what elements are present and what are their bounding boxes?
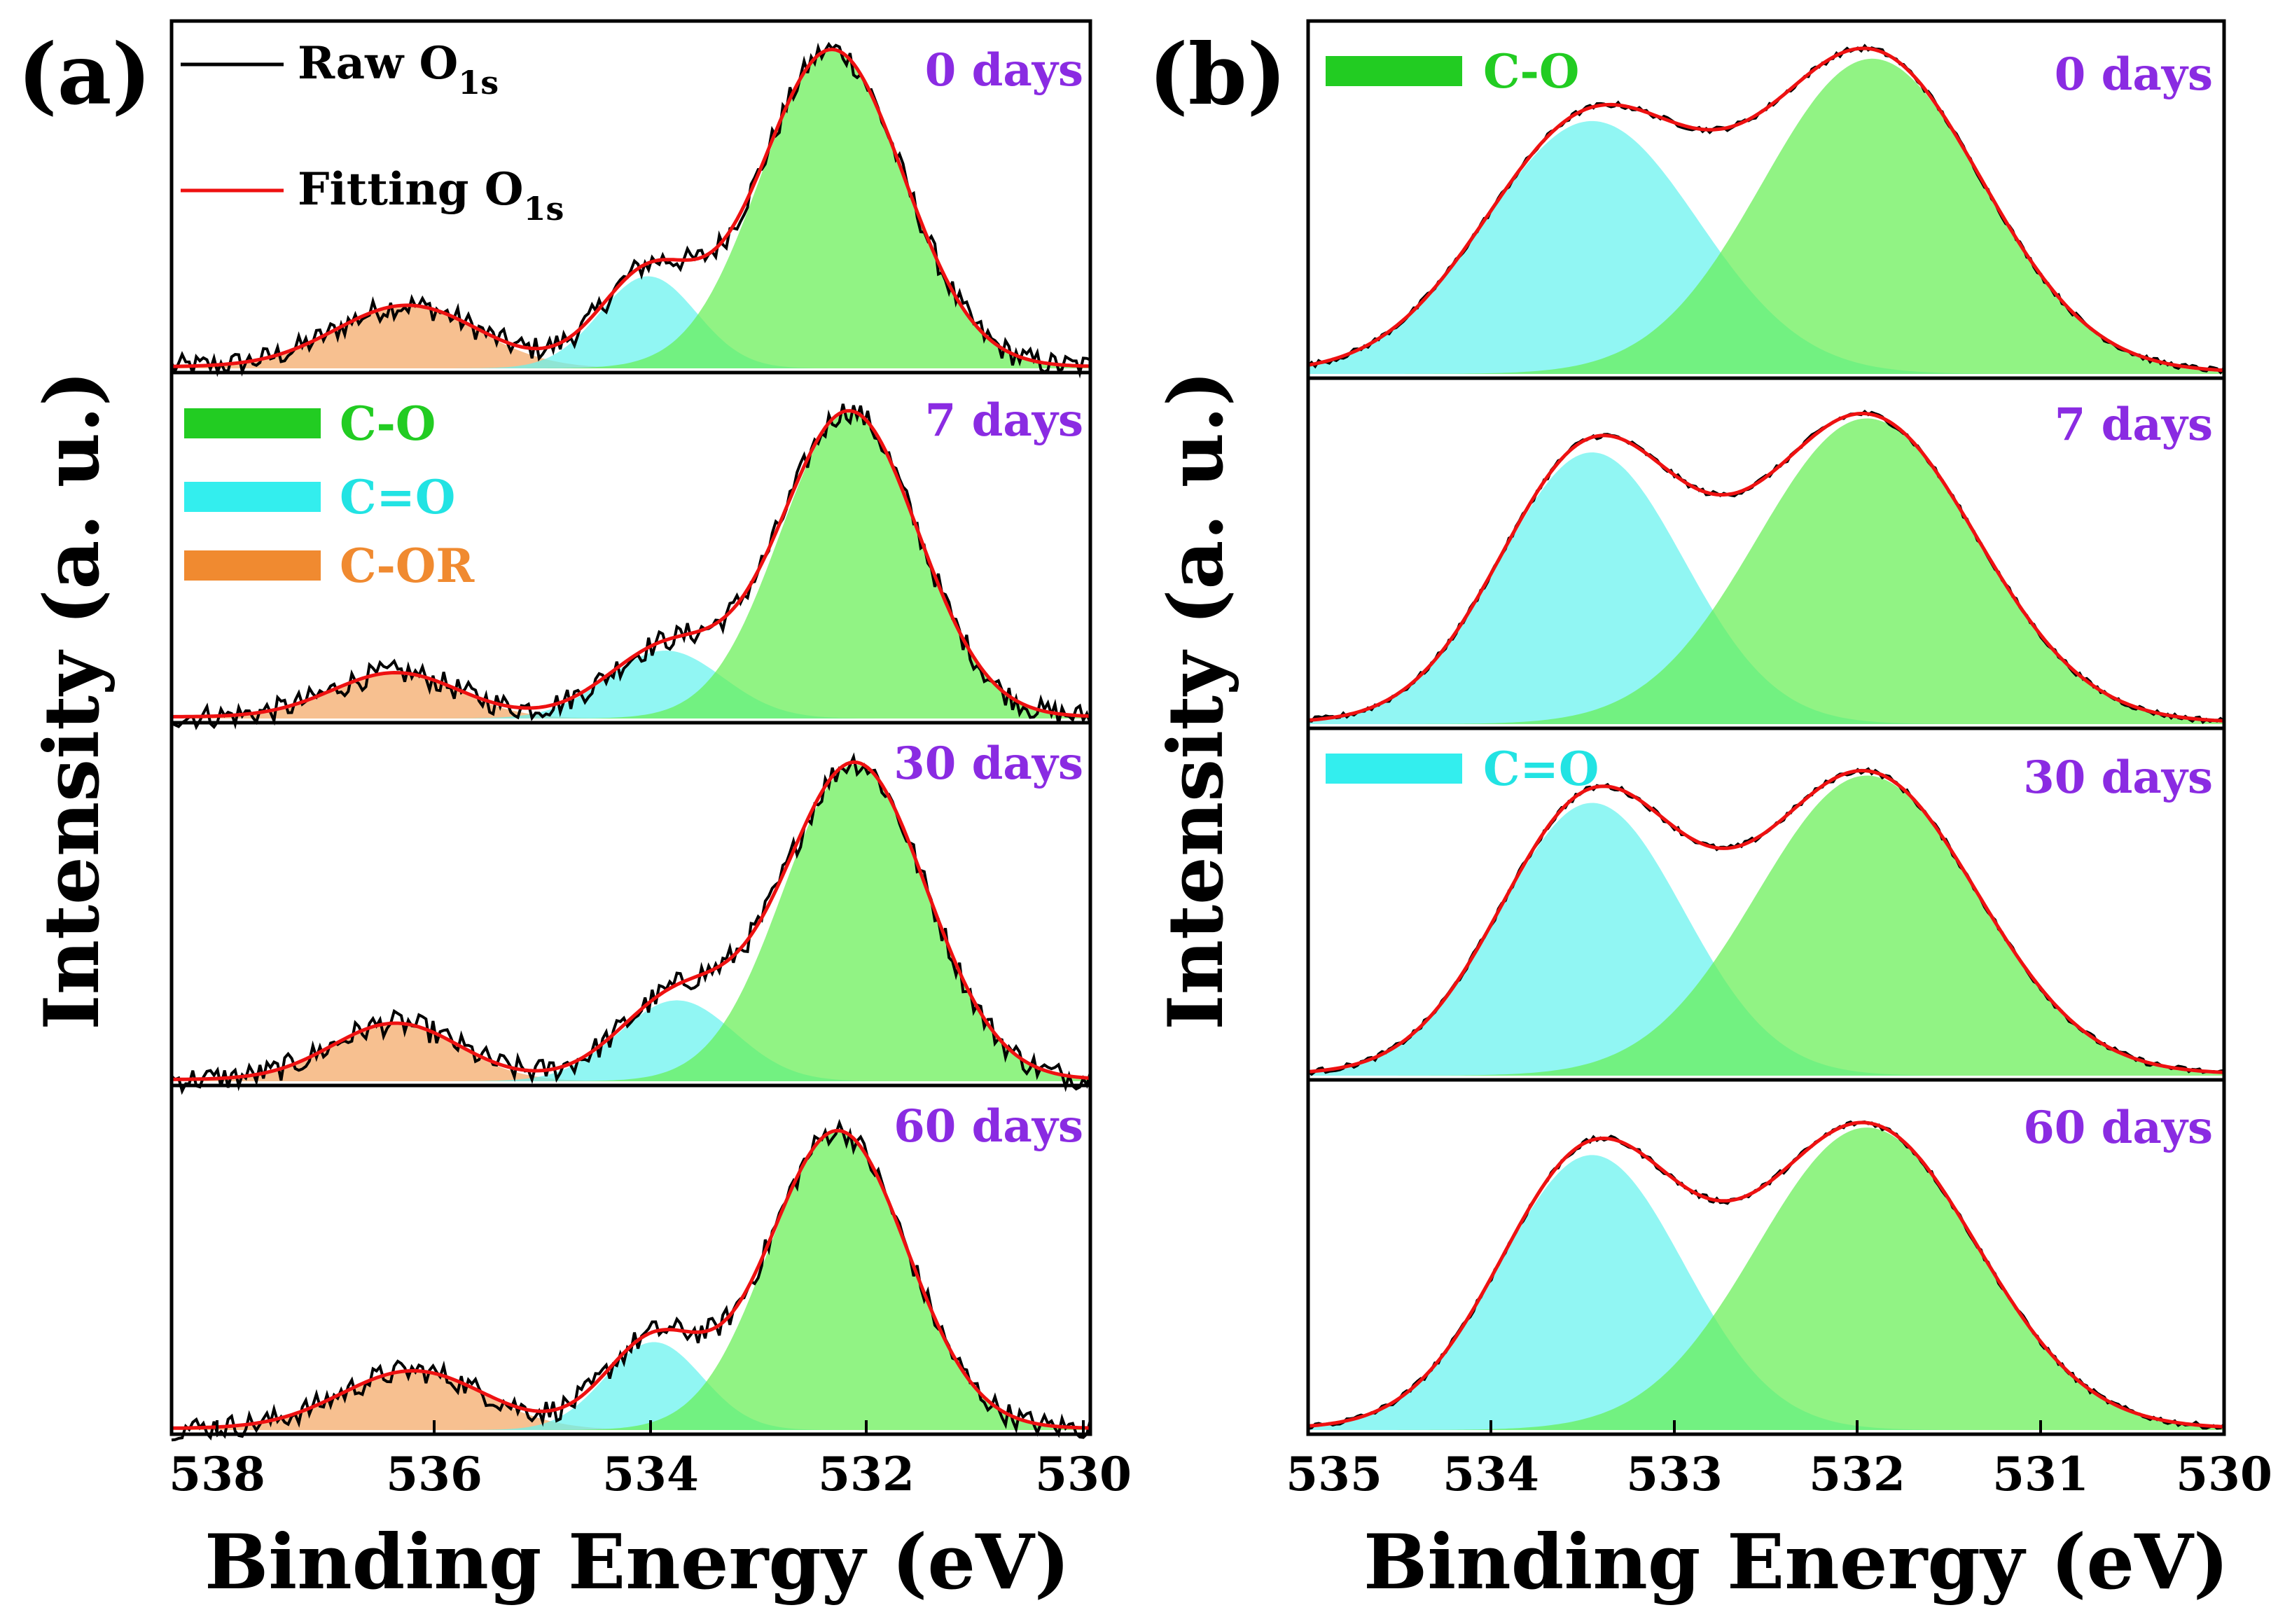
- panel-a-subplot-2: 30 days: [169, 721, 1092, 1095]
- legend-co-swatch: [184, 408, 321, 438]
- peak-co-area: [172, 412, 1090, 719]
- x-tick-label: 530: [2176, 1447, 2272, 1501]
- panel-b: (b) Intensity (a. u.) Binding Energy (eV…: [1148, 19, 2272, 1606]
- fit-curve: [172, 1128, 1091, 1430]
- legend-fit-label: Fitting O1s: [298, 163, 564, 228]
- peak-cdo-area: [1308, 120, 2224, 374]
- x-tick: 535: [1286, 1420, 1382, 1501]
- panel-a-label: (a): [18, 25, 151, 124]
- peak-cor-area: [172, 674, 1090, 719]
- fit-curve: [1307, 1120, 2225, 1429]
- x-tick: 532: [818, 1420, 915, 1501]
- panel-b-legend: C-O C=O: [1326, 44, 1599, 796]
- peak-cdo-area: [172, 1000, 1090, 1081]
- peak-co-area: [1308, 58, 2224, 375]
- fit-curve: [171, 409, 1091, 719]
- days-label: 60 days: [2023, 1102, 2213, 1154]
- panel-a-legend: Raw O1s Fitting O1s C-O C=O C-OR: [181, 37, 564, 593]
- legend-cdo-label: C=O: [340, 470, 455, 525]
- days-label: 30 days: [894, 737, 1083, 790]
- panel-a-subplot-3: 60 days: [169, 1083, 1092, 1442]
- days-label: 0 days: [2055, 48, 2213, 101]
- subplot-frame: [1306, 1078, 2226, 1436]
- fit-curve: [1307, 46, 2225, 373]
- peak-cor-area: [172, 1372, 1090, 1430]
- x-tick-label: 534: [1443, 1447, 1539, 1501]
- peak-co-area: [1308, 775, 2224, 1076]
- x-tick: 530: [1035, 1420, 1132, 1501]
- peak-cor-area: [172, 307, 1090, 368]
- panel-b-xlabel: Binding Energy (eV): [1363, 1518, 2229, 1606]
- panel-b-x-axis: 535 534 533 532 531 530: [1286, 1420, 2272, 1501]
- legend-raw-label: Raw O1s: [298, 37, 499, 102]
- x-tick: 536: [386, 1420, 482, 1501]
- x-tick: 530: [2176, 1420, 2272, 1501]
- legend-cor-label: C-OR: [340, 539, 475, 593]
- x-tick-label: 535: [1286, 1447, 1382, 1501]
- x-tick-label: 532: [1809, 1447, 1905, 1501]
- panel-b-label: (b): [1148, 25, 1286, 124]
- legend-cdo-swatch: [184, 482, 321, 512]
- legend-cor-swatch: [184, 550, 321, 581]
- x-tick-label: 530: [1035, 1447, 1132, 1501]
- x-tick-label: 532: [818, 1447, 915, 1501]
- panel-b-subplot-1: 7 days: [1306, 376, 2226, 730]
- x-tick-label: 534: [602, 1447, 699, 1501]
- legend-co-label: C-O: [1483, 44, 1579, 99]
- peak-cdo-area: [1308, 1155, 2224, 1430]
- legend-co-swatch: [1326, 56, 1462, 86]
- peak-cdo-area: [172, 651, 1090, 719]
- panel-a-subplot-1: 7 days: [169, 370, 1092, 730]
- fit-curve: [1307, 412, 2225, 723]
- peak-co-area: [172, 1132, 1090, 1430]
- panel-a: (a) Intensity (a. u.) Binding Energy (eV…: [18, 19, 1132, 1606]
- legend-co-label: C-O: [340, 396, 436, 451]
- panel-a-ylabel: Intensity (a. u.): [28, 370, 116, 1030]
- panel-b-ylabel: Intensity (a. u.): [1152, 370, 1240, 1030]
- peak-co-area: [172, 51, 1090, 368]
- x-tick-label: 536: [386, 1447, 482, 1501]
- peak-co-area: [1308, 418, 2224, 724]
- x-tick: 538: [169, 1420, 265, 1501]
- peak-cdo-area: [172, 276, 1090, 368]
- days-label: 60 days: [894, 1100, 1083, 1153]
- x-tick-label: 538: [169, 1447, 265, 1501]
- x-tick: 531: [1992, 1420, 2089, 1501]
- days-label: 7 days: [925, 394, 1083, 447]
- x-tick: 534: [1443, 1420, 1539, 1501]
- days-label: 30 days: [2023, 751, 2213, 804]
- peak-co-area: [1308, 1127, 2224, 1430]
- panel-b-subplot-0: 0 days: [1306, 19, 2226, 380]
- days-label: 0 days: [925, 44, 1083, 97]
- panel-a-x-axis: 538 536 534 532 530: [169, 1420, 1132, 1501]
- subplot-frame: [169, 1083, 1092, 1436]
- panel-a-subplot-0: 0 days: [169, 19, 1092, 379]
- x-tick-label: 533: [1626, 1447, 1723, 1501]
- x-tick: 532: [1809, 1420, 1905, 1501]
- peak-cdo-area: [1308, 452, 2224, 724]
- legend-cdo-swatch: [1326, 754, 1462, 784]
- fit-curve: [171, 48, 1091, 368]
- days-label: 7 days: [2055, 398, 2213, 451]
- peak-cdo-area: [1308, 803, 2224, 1076]
- x-tick: 534: [602, 1420, 699, 1501]
- fit-curve: [1307, 768, 2225, 1074]
- peak-cor-area: [172, 1025, 1090, 1081]
- x-tick-label: 531: [1992, 1447, 2089, 1501]
- legend-cdo-label: C=O: [1483, 742, 1599, 796]
- panel-b-subplot-3: 60 days: [1306, 1078, 2226, 1436]
- peak-cdo-area: [172, 1342, 1090, 1430]
- peak-co-area: [172, 764, 1090, 1081]
- panel-a-xlabel: Binding Energy (eV): [204, 1518, 1070, 1606]
- x-tick: 533: [1626, 1420, 1723, 1501]
- fit-curve: [172, 760, 1091, 1081]
